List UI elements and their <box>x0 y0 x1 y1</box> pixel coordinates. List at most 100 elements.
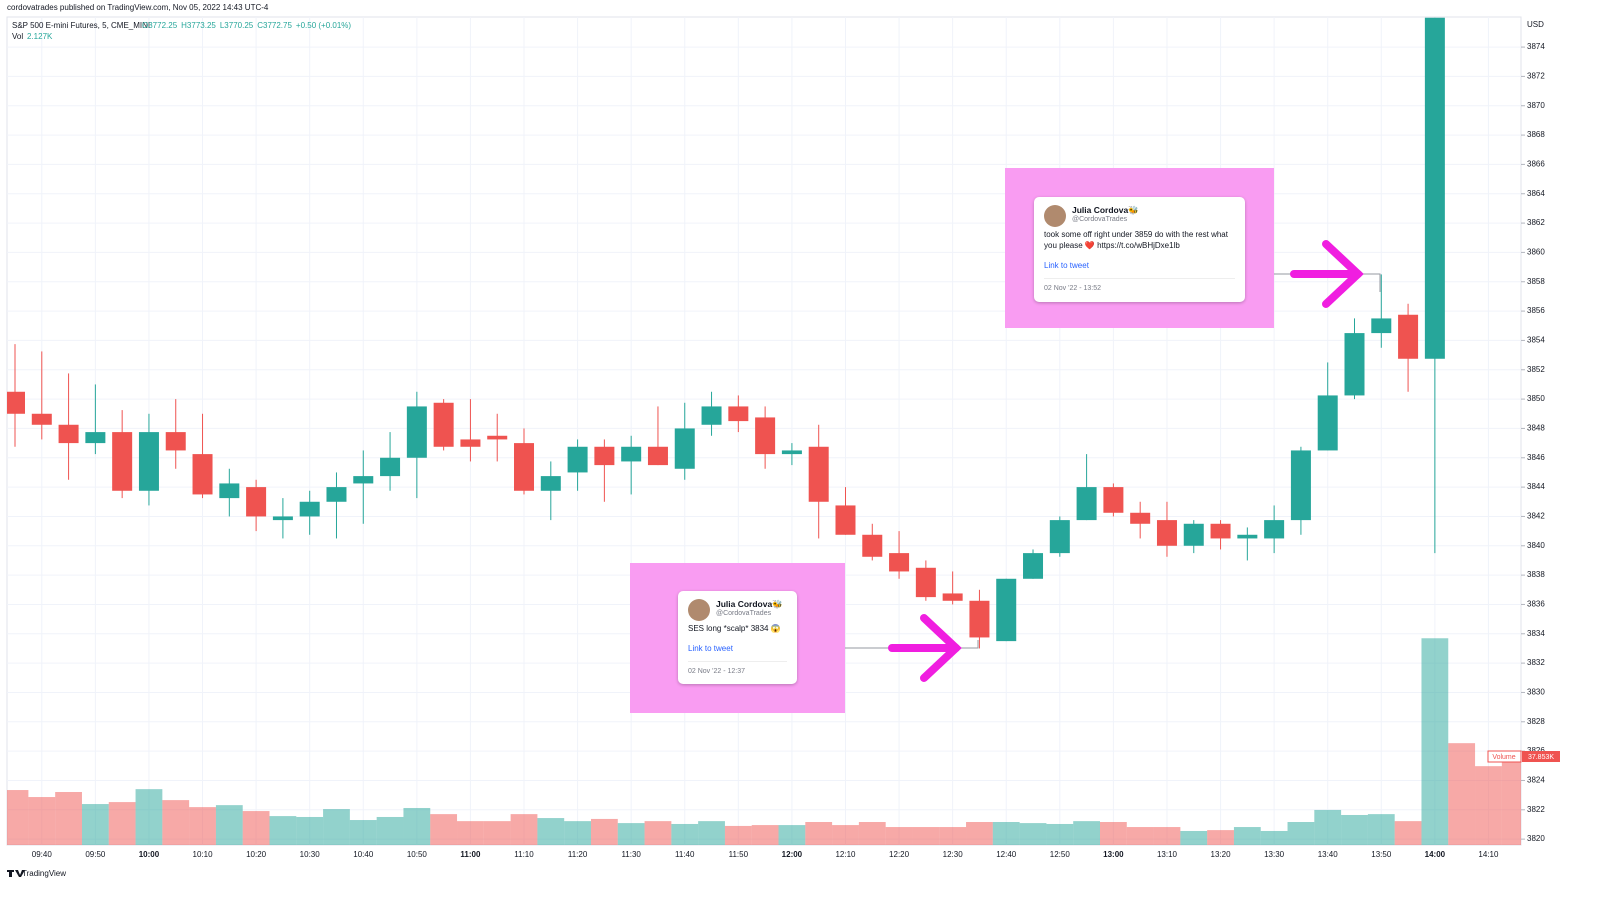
candle-body <box>353 476 374 484</box>
candle-body <box>1424 17 1445 359</box>
candle-body <box>85 432 106 444</box>
axes: 3820 3822 3824 3826 3828 3830 3832 3834 3836 3838… <box>32 42 1546 859</box>
y-tick-label: 3828 <box>1527 717 1545 726</box>
tweet-text: SES long *scalp* 3834 😱 <box>688 624 781 633</box>
avatar <box>688 599 710 621</box>
volume-bar <box>510 814 538 845</box>
candle-body <box>942 593 963 601</box>
x-tick-label: 10:10 <box>193 850 214 859</box>
candle-body <box>701 406 722 425</box>
candles <box>7 17 1445 649</box>
y-tick-label: 3832 <box>1527 658 1545 667</box>
volume-label-value-box <box>1522 751 1560 762</box>
volume-bar <box>376 816 404 845</box>
volume-pane <box>7 638 1521 845</box>
candle-body <box>915 567 936 598</box>
candle-body <box>1103 487 1124 513</box>
x-tick-label: 11:10 <box>514 850 534 859</box>
candle-body <box>1076 487 1097 521</box>
x-tick-label: 11:30 <box>621 850 641 859</box>
volume-bar <box>564 821 591 845</box>
x-tick-label: 10:00 <box>139 850 160 859</box>
candle-body <box>1023 553 1044 579</box>
x-tick-label: 11:40 <box>675 850 695 859</box>
volume-bar <box>162 800 190 845</box>
tweet-link[interactable]: Link to tweet <box>1044 261 1089 270</box>
tweet-link[interactable]: Link to tweet <box>688 644 733 653</box>
connector <box>797 640 979 649</box>
candle-body <box>835 505 856 535</box>
y-tick-label: 3836 <box>1527 600 1545 609</box>
candle-body <box>380 457 401 477</box>
y-tick-label: 3864 <box>1527 189 1545 198</box>
candle-body <box>272 516 293 521</box>
volume-bar <box>189 807 216 845</box>
volume-bar <box>1180 830 1208 845</box>
y-tick-label: 3824 <box>1527 776 1545 785</box>
candle-body <box>219 483 240 499</box>
y-tick-label: 3844 <box>1527 482 1545 491</box>
volume-bar <box>7 790 29 845</box>
volume-bar <box>403 807 431 845</box>
candle-body <box>969 600 990 638</box>
currency: USD <box>1527 20 1544 29</box>
ohlc-value: C3772.75 <box>257 21 292 30</box>
candle-body <box>808 446 829 502</box>
x-tick-label: 14:10 <box>1478 850 1499 859</box>
candle-body <box>540 476 561 491</box>
x-tick-label: 13:00 <box>1103 850 1124 859</box>
volume-bar <box>269 816 297 845</box>
candle-body <box>7 391 25 414</box>
tweet-card: Julia Cordova🐝 @CordovaTrades took some … <box>1034 197 1245 302</box>
y-tick-label: 3868 <box>1527 130 1545 139</box>
candle-body <box>755 417 776 455</box>
candle-body <box>326 487 347 502</box>
x-tick-label: 10:30 <box>300 850 321 859</box>
tweet-handle: @CordovaTrades <box>1072 216 1128 223</box>
volume-bar <box>885 827 913 845</box>
y-tick-label: 3850 <box>1527 394 1545 403</box>
candle-body <box>1237 534 1258 539</box>
tweet-handle: @CordovaTrades <box>716 610 772 617</box>
volume-bar <box>296 816 324 845</box>
ohlc-value: H3773.25 <box>181 21 216 30</box>
candle-body <box>647 446 668 466</box>
ohlc-value: L3770.25 <box>220 21 254 30</box>
volume-bar <box>966 822 993 845</box>
candle-body <box>1290 450 1311 521</box>
candle-body <box>299 501 320 517</box>
volume-bar <box>644 821 672 845</box>
volume-bar <box>858 822 886 845</box>
volume-bar <box>349 820 377 845</box>
vol-value: 2.127K <box>27 32 53 41</box>
volume-bar <box>1501 762 1521 845</box>
ohlc-value: +0.50 (+0.01%) <box>296 21 351 30</box>
tweet-text: took some off right under 3859 do with t… <box>1044 230 1228 250</box>
volume-bar <box>1260 830 1288 845</box>
candle-body <box>594 446 615 466</box>
volume-bar <box>832 825 859 845</box>
volume-bar <box>1019 823 1047 845</box>
ohlc-header: O3772.25 H3773.25 L3770.25 C3772.75 +0.50 (+… <box>142 21 351 30</box>
candle-body <box>728 406 749 422</box>
x-tick-label: 13:20 <box>1211 850 1232 859</box>
volume-bar <box>242 811 270 845</box>
published-line: cordovatrades published on TradingView.c… <box>7 3 269 12</box>
volume-bar <box>1314 809 1342 845</box>
avatar <box>1044 205 1066 227</box>
vol-title: Vol <box>12 32 23 41</box>
volume-bar <box>537 818 565 845</box>
candle-body <box>674 428 695 469</box>
arrow <box>888 614 962 682</box>
candle-body <box>1371 318 1392 334</box>
volume-bar <box>108 802 136 845</box>
volume-bar <box>805 822 833 845</box>
volume-bar <box>1341 814 1368 845</box>
x-tick-label: 11:50 <box>729 850 749 859</box>
x-tick-label: 12:50 <box>1050 850 1071 859</box>
arrow <box>1290 240 1364 308</box>
y-tick-label: 3822 <box>1527 805 1545 814</box>
volume-bar <box>1367 814 1395 845</box>
